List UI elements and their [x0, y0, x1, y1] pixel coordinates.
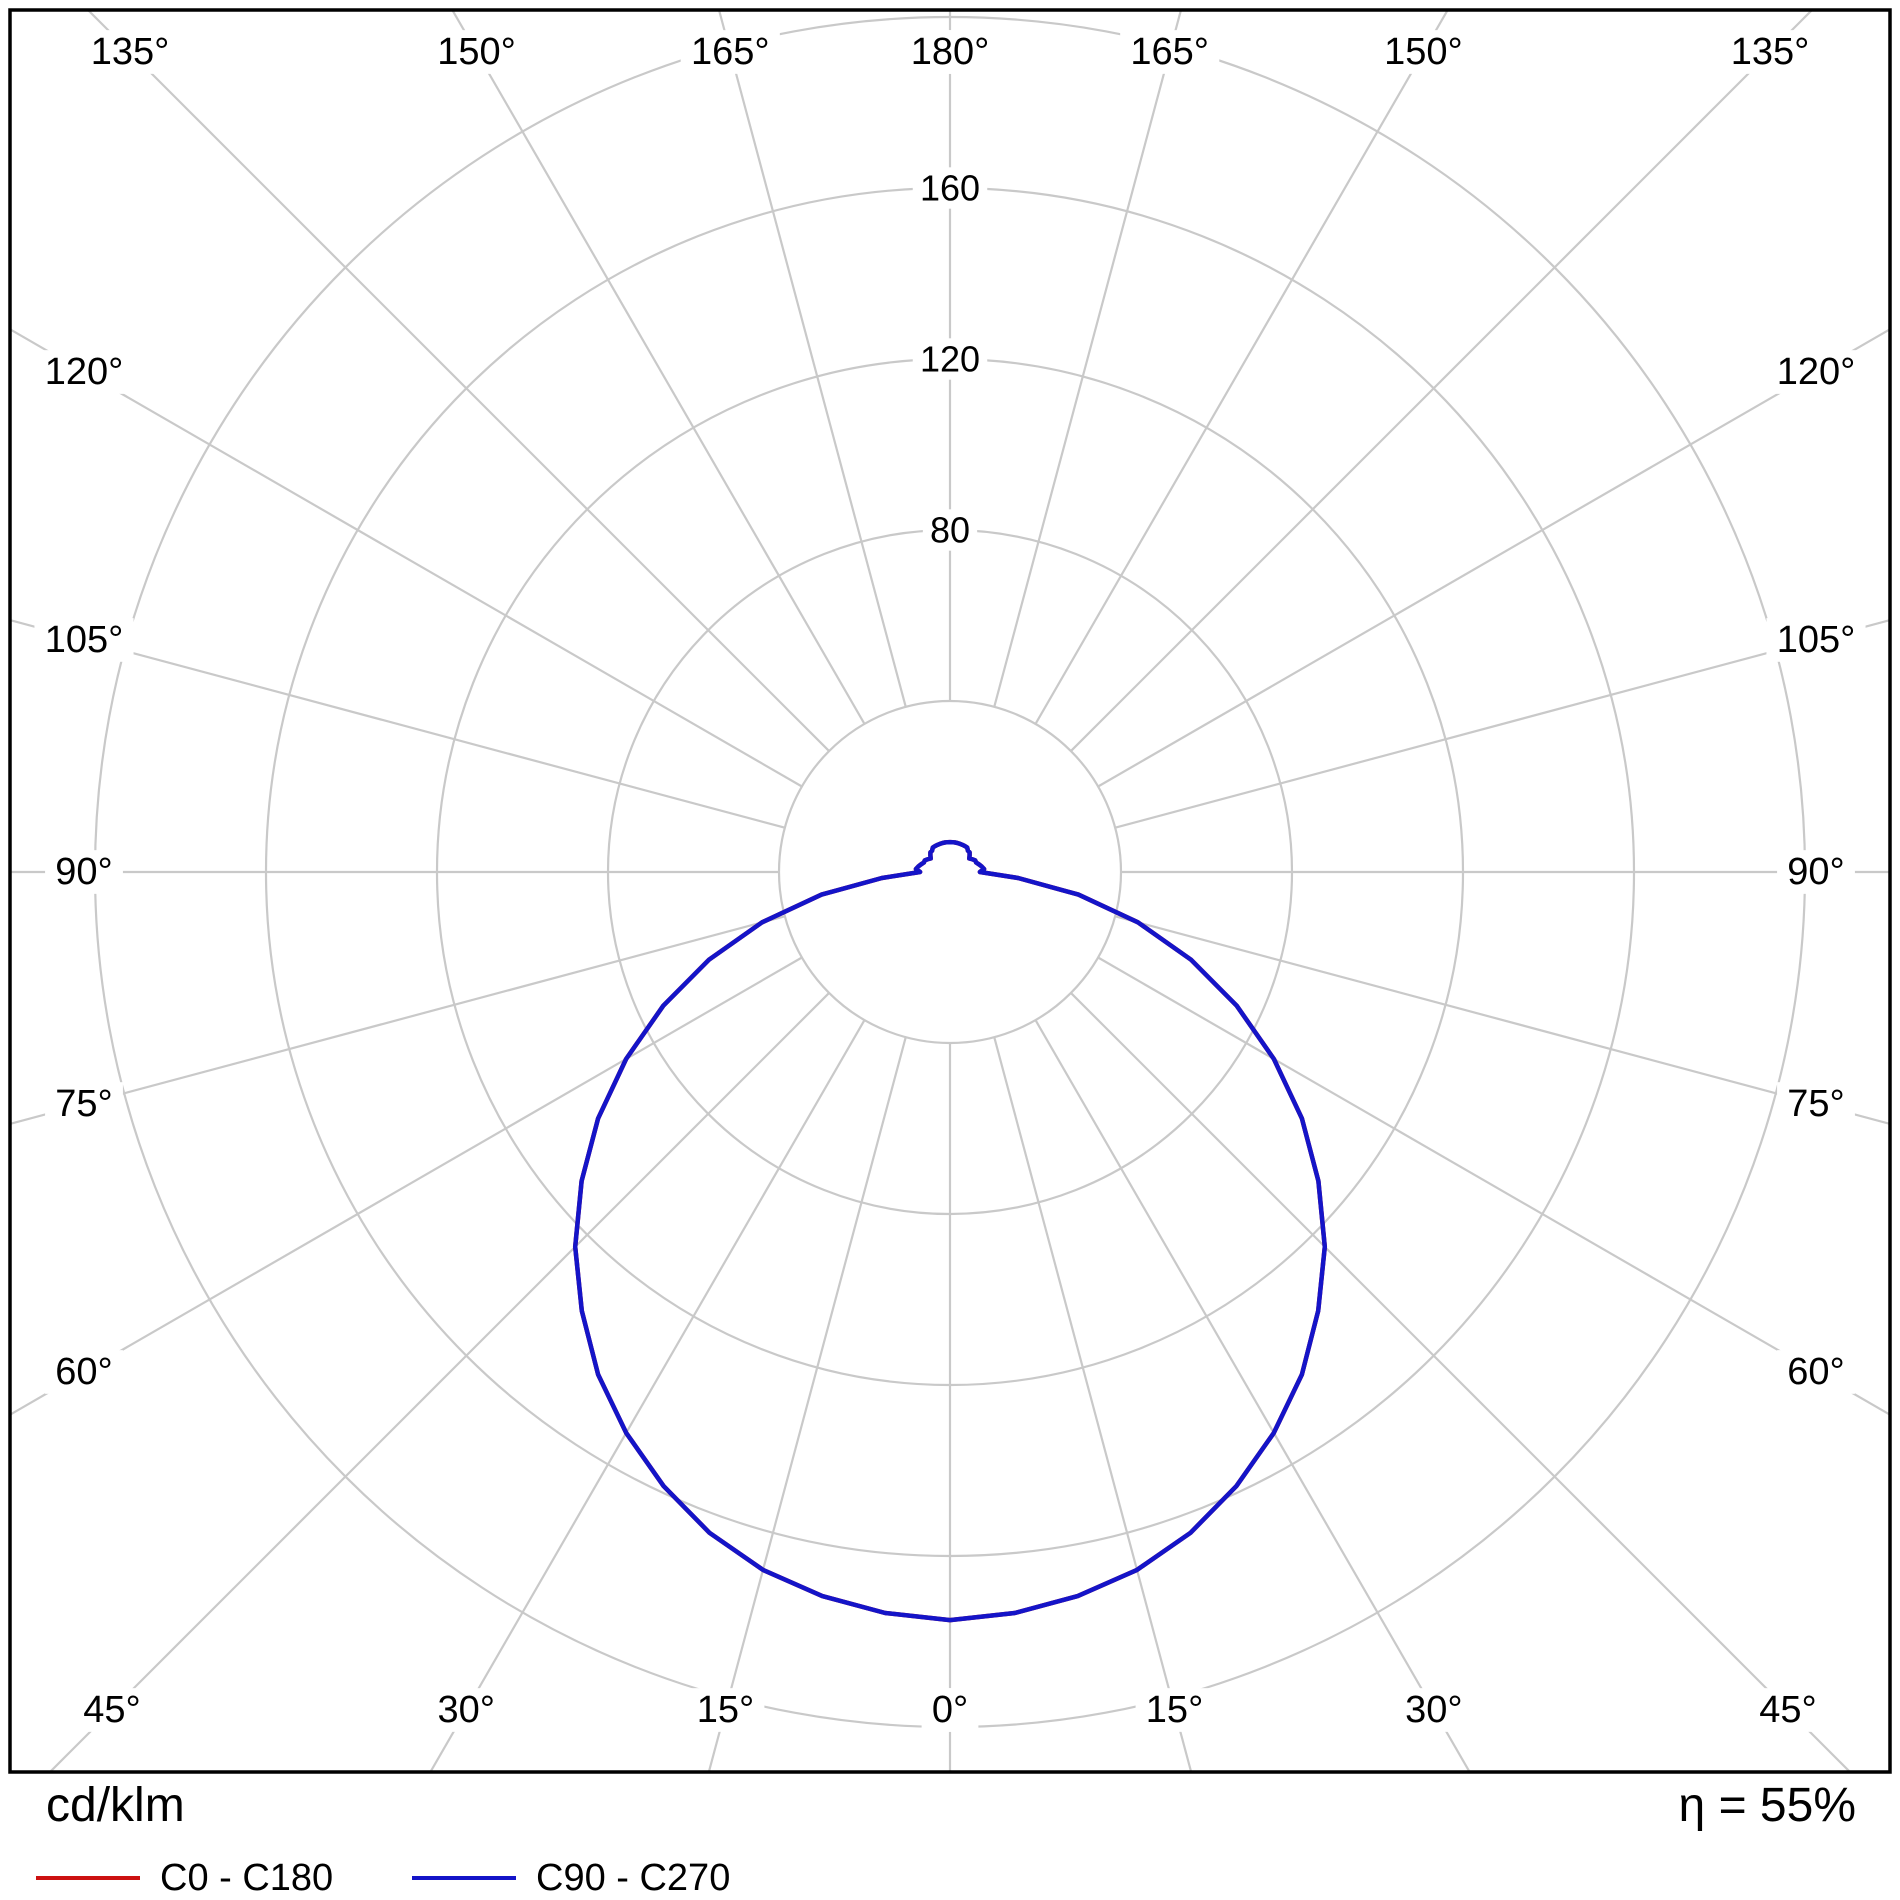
legend-label-c90-c270: C90 - C270: [536, 1856, 731, 1899]
unit-label: cd/klm: [46, 1779, 185, 1832]
angle-label-135-left-bg: [80, 30, 180, 74]
legend-swatch-c0-c180: [36, 1876, 140, 1880]
grid-spoke-60: [1097, 956, 1889, 1416]
angle-label-180: 180°: [911, 31, 990, 73]
angle-label-150-right: 150°: [1384, 31, 1463, 73]
angle-label-165-left-bg: [680, 30, 780, 74]
angle-label-45-left-bg: [73, 1688, 151, 1732]
grid-spoke-165: [993, 11, 1182, 708]
angle-label-60-left-bg: [45, 1350, 123, 1394]
angle-label-0-bg: [921, 1688, 979, 1732]
angle-label-150-left-bg: [427, 30, 527, 74]
angle-label-15-right: 15°: [1146, 1689, 1203, 1731]
angle-label-150-left: 150°: [437, 31, 516, 73]
chart-frame: [8, 8, 1892, 1774]
angle-label-75-right-bg: [1777, 1082, 1855, 1126]
grid-spoke-255: [11, 619, 786, 829]
grid-spoke-195: [718, 11, 907, 708]
radial-tick-label-160: 160: [920, 168, 980, 209]
radial-tick-label-80-bg: [922, 509, 978, 551]
angle-label-90-left: 90°: [55, 851, 112, 893]
angle-label-90-right-bg: [1777, 850, 1855, 894]
legend-swatch-c90-c270: [412, 1876, 516, 1880]
grid-spoke-240: [11, 328, 803, 788]
angle-label-75-left-bg: [45, 1082, 123, 1126]
legend: C0 - C180 C90 - C270: [0, 1856, 1900, 1900]
angle-label-165-left: 165°: [691, 31, 770, 73]
grid-spoke-285: [11, 915, 786, 1125]
radial-tick-label-80: 80: [930, 510, 970, 551]
legend-item-c90-c270: C90 - C270: [412, 1856, 730, 1900]
angle-label-120-right-bg: [1766, 350, 1866, 394]
angle-label-120-left: 120°: [45, 351, 124, 393]
angle-label-105-left: 105°: [45, 619, 124, 661]
angle-label-15-left: 15°: [697, 1689, 754, 1731]
angle-label-120-left-bg: [34, 350, 134, 394]
angle-label-75-left: 75°: [55, 1083, 112, 1125]
angle-label-135-right-bg: [1720, 30, 1820, 74]
angle-label-60-right-bg: [1777, 1350, 1855, 1394]
angle-label-105-left-bg: [34, 618, 134, 662]
angle-label-165-right: 165°: [1130, 31, 1209, 73]
curve-c90-c270: [572, 839, 1328, 1623]
grid-spoke-135: [1070, 11, 1813, 752]
angle-label-150-right-bg: [1373, 30, 1473, 74]
grid-spoke-120: [1097, 328, 1889, 788]
angle-label-90-left-bg: [45, 850, 123, 894]
grid-spoke-105: [1114, 619, 1889, 829]
angle-label-45-right: 45°: [1759, 1689, 1816, 1731]
grid-spoke-30: [1034, 1019, 1471, 1771]
grid-ring-40: [777, 699, 1123, 1045]
angle-label-105-right-bg: [1766, 618, 1866, 662]
legend-item-c0-c180: C0 - C180: [36, 1856, 333, 1900]
grid-spoke-75: [1114, 915, 1889, 1125]
angle-label-30-left-bg: [427, 1688, 506, 1732]
grid-spoke-210: [451, 11, 866, 725]
footer: cd/klm η = 55%: [0, 1778, 1900, 1838]
angle-label-120-right: 120°: [1777, 351, 1856, 393]
angle-label-15-left-bg: [686, 1688, 765, 1732]
grid-spoke-150: [1034, 11, 1449, 725]
angle-label-180-bg: [900, 30, 1000, 74]
angle-label-45-left: 45°: [83, 1689, 140, 1731]
angle-label-0: 0°: [932, 1689, 968, 1731]
angle-label-90-right: 90°: [1787, 851, 1844, 893]
angle-label-135-left: 135°: [91, 31, 170, 73]
angle-label-60-right: 60°: [1787, 1351, 1844, 1393]
grid-spoke-330: [429, 1019, 866, 1771]
radial-tick-label-120-bg: [912, 338, 988, 380]
angle-label-105-right: 105°: [1777, 619, 1856, 661]
angle-label-30-right-bg: [1394, 1688, 1473, 1732]
grid-spoke-300: [11, 956, 803, 1416]
efficiency-label: η = 55%: [1678, 1779, 1856, 1832]
grid-spoke-15: [993, 1036, 1192, 1771]
radial-tick-label-160-bg: [912, 167, 988, 209]
angle-label-60-left: 60°: [55, 1351, 112, 1393]
angle-label-30-right: 30°: [1405, 1689, 1462, 1731]
angle-label-135-right: 135°: [1731, 31, 1810, 73]
angle-label-30-left: 30°: [437, 1689, 494, 1731]
grid-spoke-345: [708, 1036, 907, 1771]
legend-label-c0-c180: C0 - C180: [160, 1856, 334, 1899]
angle-label-45-right-bg: [1749, 1688, 1827, 1732]
radial-tick-label-120: 120: [920, 339, 980, 380]
angle-label-15-right-bg: [1135, 1688, 1214, 1732]
angle-label-75-right: 75°: [1787, 1083, 1844, 1125]
angle-label-165-right-bg: [1120, 30, 1220, 74]
grid-spoke-225: [87, 11, 830, 752]
